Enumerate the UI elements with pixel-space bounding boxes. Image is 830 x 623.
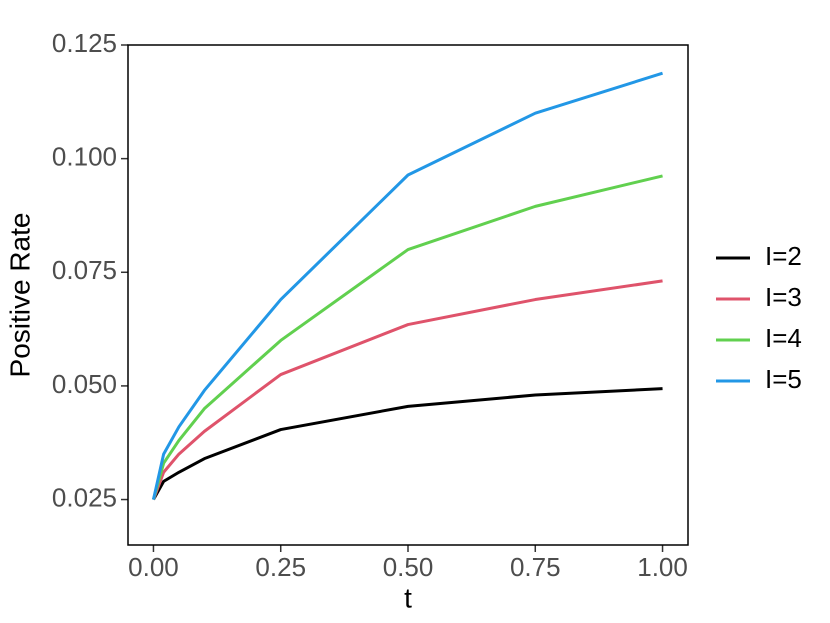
series-line	[152, 174, 663, 500]
legend-label: I=2	[765, 241, 802, 271]
legend-label: I=3	[765, 282, 802, 312]
y-tick-label: 0.125	[52, 28, 117, 58]
y-tick-label: 0.100	[52, 142, 117, 172]
x-tick-label: 0.00	[128, 552, 179, 582]
x-tick-label: 1.00	[637, 552, 688, 582]
series-line	[152, 387, 663, 501]
y-axis-title: Positive Rate	[4, 213, 35, 378]
y-tick-label: 0.050	[52, 369, 117, 399]
y-tick-label: 0.075	[52, 255, 117, 285]
series-line	[151, 71, 663, 500]
x-tick-label: 0.25	[255, 552, 306, 582]
series-line	[152, 279, 663, 501]
x-tick-label: 0.75	[510, 552, 561, 582]
x-tick-label: 0.50	[383, 552, 434, 582]
panel-border	[127, 44, 689, 546]
y-tick-label: 0.025	[52, 482, 117, 512]
legend-label: I=5	[765, 364, 802, 394]
legend-label: I=4	[765, 323, 802, 353]
x-axis-title: t	[404, 582, 412, 613]
